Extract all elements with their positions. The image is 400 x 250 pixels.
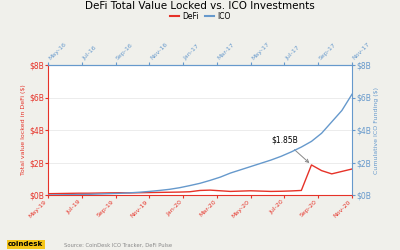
Legend: DeFi, ICO: DeFi, ICO (167, 9, 233, 24)
Text: Source: CoinDesk ICO Tracker, DeFi Pulse: Source: CoinDesk ICO Tracker, DeFi Pulse (64, 242, 172, 248)
Text: coindesk: coindesk (8, 242, 43, 248)
Y-axis label: Total value locked in DeFi ($): Total value locked in DeFi ($) (21, 84, 26, 176)
Text: $1.85B: $1.85B (271, 136, 308, 162)
Text: DeFi Total Value Locked vs. ICO Investments: DeFi Total Value Locked vs. ICO Investme… (85, 1, 315, 11)
Y-axis label: Cumulative ICO Funding ($): Cumulative ICO Funding ($) (374, 86, 379, 174)
